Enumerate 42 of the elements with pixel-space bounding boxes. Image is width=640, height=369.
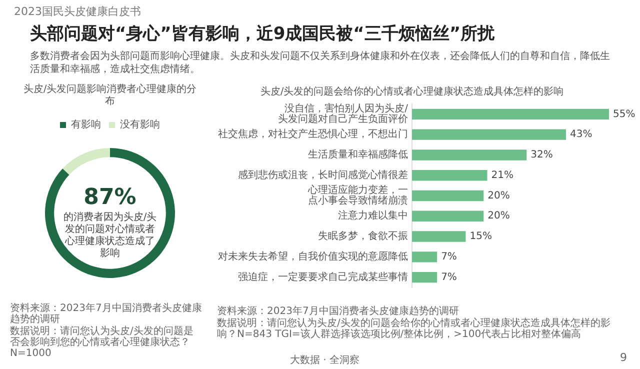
bar	[412, 129, 566, 140]
data-label: 55%	[613, 108, 636, 120]
text: 9	[620, 351, 627, 364]
y-tick-label: 生活质量和幸福感降低	[308, 148, 408, 161]
text: 的消费者因为头皮/头发的问题对心情或者心理健康状态造成了影响	[62, 212, 158, 260]
data-label: 20%	[488, 190, 510, 202]
legend-label: 有影响	[71, 118, 101, 131]
text: 87%	[82, 185, 138, 210]
text: 资料来源：2023年7月中国消费者头皮健康趋势的调研	[10, 303, 202, 325]
data-label: 43%	[570, 129, 592, 140]
y-tick-label: 对未来失去希望，自我价值实现的意愿降低	[218, 250, 408, 263]
text: 大数据 · 全洞察	[290, 355, 360, 366]
text: 数据说明：请问您认为头皮/头发的问题会给你的心情或者心理健康状态造成具体怎样的影响？N=843 TGI=该人群选择该选项比例/整体比例，>100代表占比相对整体偏高	[217, 318, 612, 340]
legend-label: 没有影响	[120, 118, 160, 131]
text: 头部问题对“身心”皆有影响，近9成国民被“三千烦恼丝”所扰	[30, 24, 495, 44]
bar	[412, 108, 609, 120]
chart-title: 头皮/头发问题影响消费者心理健康的分布	[22, 84, 198, 108]
bar	[412, 231, 466, 242]
data-label: 7%	[441, 252, 457, 263]
data-label: 20%	[488, 210, 510, 222]
y-tick-label: 没自信，害怕别人因为头皮/头发问题对自己产生负面评价	[278, 102, 409, 126]
text: 多数消费者会因为头部问题而影响心理健康。头皮和头发问题不仅关系到身体健康和外在仪表，还会降低人们的自尊和自信，降低生活质量和幸福感，造成社交焦虑情绪。	[30, 50, 610, 76]
y-tick-label: 失眠多梦，食欲不振	[318, 230, 408, 242]
chart-title: 头皮/头发的问题会给你的心情或者心理健康状态造成具体怎样的影响	[260, 86, 564, 98]
data-label: 15%	[470, 231, 492, 242]
y-tick-label: 强迫症，一定要要求自己完成某些事情	[238, 270, 408, 283]
bar	[412, 210, 484, 222]
bar	[412, 272, 438, 283]
data-label: 32%	[530, 150, 553, 161]
data-label: 21%	[491, 170, 514, 181]
bar	[412, 252, 438, 262]
data-label: 7%	[441, 272, 457, 283]
y-tick-label: 感到悲伤或沮丧，长时间感觉心情很差	[238, 168, 408, 181]
y-tick-label: 注意力难以集中	[338, 210, 408, 222]
bar	[412, 190, 484, 202]
bar	[412, 150, 527, 160]
bar	[412, 170, 488, 181]
y-tick-label: 社交焦虑，对社交产生恐惧心理，不想出门	[218, 128, 408, 140]
y-tick-label: 心理适应能力变差，一点小事会导致情绪崩溃	[307, 184, 408, 207]
text: 数据说明：请问您认为头皮/头发的问题是否会影响到您的心情或者心理健康状态？N=1000	[10, 326, 194, 359]
text: 2023国民头皮健康白皮书	[14, 5, 141, 18]
text: 资料来源：2023年7月中国消费者头皮健康趋势的调研	[217, 306, 460, 317]
